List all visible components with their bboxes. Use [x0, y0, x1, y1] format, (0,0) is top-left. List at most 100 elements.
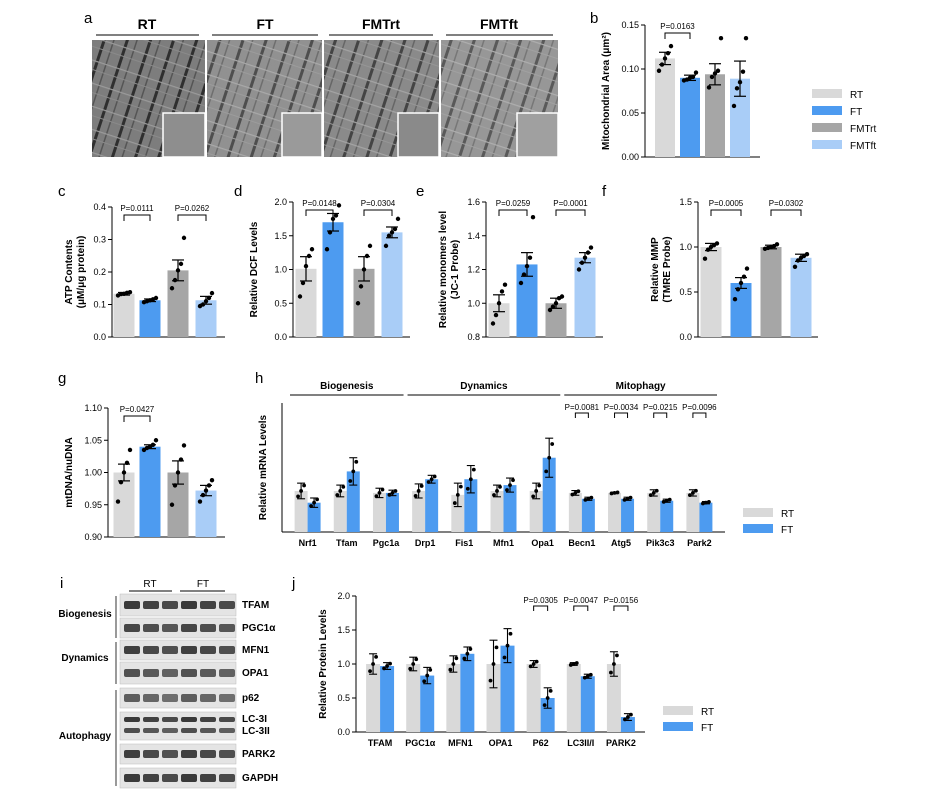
blot-band-label: OPA1	[242, 668, 269, 679]
x-tick-label: PARK2	[606, 738, 636, 748]
blot-band	[219, 601, 235, 609]
micrograph-ft: FT	[207, 16, 323, 158]
legend-label: FMTft	[850, 141, 876, 152]
x-tick-label: OPA1	[489, 738, 513, 748]
data-point	[448, 667, 453, 672]
data-point	[702, 256, 708, 261]
y-axis-label: Relative mRNA Levels	[258, 414, 269, 520]
data-point	[371, 662, 375, 666]
p-value-label: P=0.0148	[302, 199, 337, 208]
significance-bracket	[574, 412, 589, 418]
bar-rt	[366, 664, 381, 732]
blot-band	[181, 669, 197, 677]
blot-band	[124, 624, 140, 632]
bar-rt	[372, 492, 386, 532]
blot-band	[219, 669, 235, 677]
data-point	[336, 203, 342, 208]
data-point	[203, 488, 209, 493]
y-tick-label: 1.0	[337, 659, 350, 669]
bar	[139, 300, 161, 337]
blot-band	[124, 750, 140, 758]
x-tick-label: P62	[533, 738, 549, 748]
group-label: Mitophagy	[616, 381, 666, 392]
blot-band	[162, 728, 178, 733]
blot-band	[124, 601, 140, 609]
bar	[680, 77, 700, 157]
bar-ft	[346, 471, 360, 532]
p-value-label: P=0.0156	[604, 596, 639, 605]
y-axis-label-unit: (μM/μg protein)	[76, 236, 87, 309]
data-point	[744, 266, 750, 271]
significance-bracket	[123, 214, 151, 221]
group-label: Biogenesis	[320, 381, 374, 392]
data-point	[576, 489, 581, 494]
data-point	[358, 284, 364, 289]
x-tick-label: Mfn1	[493, 538, 514, 548]
data-point	[383, 243, 389, 249]
data-point	[626, 715, 630, 719]
significance-bracket	[363, 209, 393, 216]
bar-ft	[621, 498, 635, 532]
data-point	[121, 470, 127, 475]
data-point	[494, 645, 499, 650]
y-axis-label-unit: (JC-1 Probe)	[450, 240, 461, 299]
blot-band	[162, 669, 178, 677]
data-point	[367, 243, 373, 249]
data-point	[390, 491, 395, 495]
data-point	[738, 280, 744, 286]
y-tick-label: 0.10	[621, 64, 639, 74]
bar-ft	[503, 485, 517, 532]
bar	[655, 58, 675, 157]
bar-rt	[566, 664, 581, 732]
data-point	[169, 286, 175, 291]
data-point	[691, 491, 695, 495]
y-tick-label: 1.0	[274, 265, 287, 275]
data-point	[124, 460, 130, 466]
data-point	[530, 214, 536, 220]
data-point	[534, 489, 539, 493]
data-point	[471, 467, 476, 472]
bar-rt	[412, 490, 426, 532]
panel-letter-h: h	[255, 370, 263, 387]
blot-band	[162, 717, 178, 722]
p-value-label: P=0.0427	[120, 405, 155, 414]
data-point	[667, 497, 672, 502]
data-point	[335, 493, 340, 497]
data-point	[612, 662, 616, 666]
y-axis-label: Relative MMP	[650, 237, 661, 302]
data-point	[707, 499, 711, 504]
blot-category-label: Dynamics	[61, 653, 109, 664]
data-point	[330, 216, 336, 222]
x-tick-label: Becn1	[568, 538, 595, 548]
data-point	[528, 664, 533, 669]
data-point	[181, 235, 187, 241]
significance-bracket	[664, 32, 691, 39]
data-point	[588, 245, 594, 250]
data-point	[175, 470, 181, 475]
data-point	[521, 272, 527, 277]
data-point	[740, 69, 746, 74]
blot-band	[143, 694, 159, 702]
blot-band	[181, 646, 197, 654]
y-axis-label: Relative Protein Levels	[318, 609, 329, 719]
data-point	[462, 656, 467, 661]
data-point	[527, 255, 533, 260]
blot-band	[124, 728, 140, 733]
bar-rt	[446, 664, 461, 732]
blot-band	[181, 601, 197, 609]
bar-ft	[699, 502, 713, 532]
x-tick-label: Pik3c3	[646, 538, 675, 548]
panel-letter-d: d	[234, 183, 242, 200]
bar-ft	[385, 492, 399, 532]
data-point	[547, 307, 553, 313]
bar	[113, 472, 135, 537]
data-point	[545, 696, 550, 700]
data-point	[465, 651, 470, 656]
data-point	[542, 703, 547, 708]
micrograph-rt: RT	[92, 16, 206, 158]
data-point	[571, 662, 576, 666]
blot-band	[200, 624, 216, 632]
data-point	[338, 489, 343, 493]
bar-rt	[490, 490, 504, 532]
